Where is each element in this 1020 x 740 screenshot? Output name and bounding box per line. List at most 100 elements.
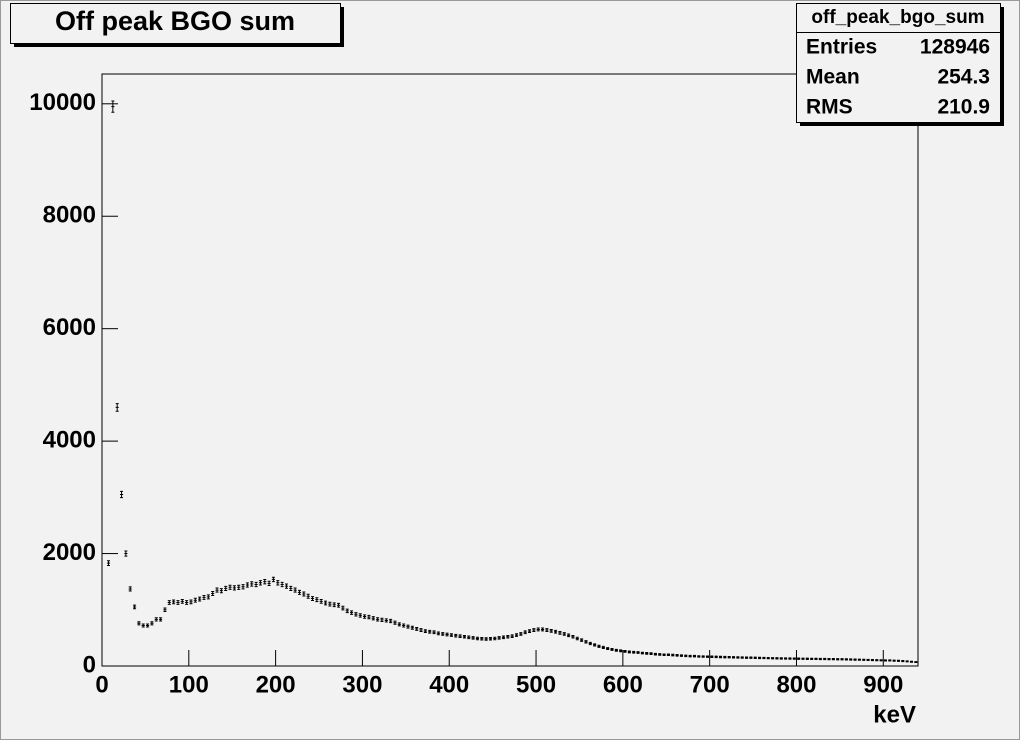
histogram-bin: [211, 590, 215, 596]
histogram-bin: [363, 614, 367, 619]
y-tick-label: 10000: [29, 89, 96, 116]
title-box: [10, 3, 341, 44]
histogram-bin: [692, 654, 697, 658]
stats-label: RMS: [806, 96, 853, 119]
histogram-bin: [293, 587, 297, 593]
histogram-bin: [688, 654, 692, 658]
histogram-bin: [818, 657, 822, 661]
histogram-bin: [250, 581, 254, 587]
histogram-bin: [862, 658, 866, 661]
histogram-bin: [432, 630, 436, 635]
histogram-bin: [636, 651, 640, 654]
histogram-bin: [879, 659, 883, 662]
histogram-bin: [198, 596, 202, 602]
histogram-bin: [228, 584, 232, 590]
histogram-bin: [402, 623, 406, 628]
histogram-bin: [827, 657, 831, 661]
histogram-bin: [150, 621, 154, 626]
histogram-bin: [284, 583, 289, 589]
histogram-bin: [206, 594, 210, 600]
histogram-bin: [124, 550, 128, 557]
histogram-bin: [601, 645, 605, 649]
stats-value: 210.9: [937, 96, 990, 119]
histogram-bin: [410, 625, 414, 630]
histogram-bin: [723, 655, 727, 659]
histogram-bin: [219, 588, 223, 594]
histogram-bin: [428, 629, 432, 634]
histogram-bin: [406, 624, 410, 629]
histogram-bin: [475, 636, 480, 641]
histogram-bin: [684, 654, 688, 658]
stats-label: Entries: [806, 36, 877, 59]
histogram-bin: [280, 581, 284, 588]
histogram-bin: [619, 649, 623, 653]
histogram-bin: [627, 650, 631, 654]
stats-value: 254.3: [937, 66, 990, 89]
x-axis-label: keV: [873, 701, 916, 728]
histogram-bin: [801, 657, 805, 660]
histogram-bin: [836, 658, 840, 661]
histogram-bin: [593, 643, 597, 647]
stats-value: 128946: [920, 36, 990, 59]
histogram-bin: [649, 652, 653, 655]
histogram-bin: [345, 608, 349, 614]
histogram-bin: [180, 598, 184, 604]
x-tick-label: 0: [95, 671, 108, 698]
histogram-bin: [393, 620, 397, 625]
histogram-bin: [263, 578, 267, 585]
histogram-bin: [849, 658, 853, 661]
histogram-bin: [176, 600, 180, 605]
histogram-bin: [488, 636, 493, 641]
x-tick-label: 600: [603, 671, 643, 698]
histogram-bin: [810, 657, 814, 660]
histogram-bin: [610, 647, 614, 651]
y-tick-label: 8000: [43, 202, 96, 229]
histogram-bin: [844, 658, 848, 661]
histogram-bin: [909, 660, 914, 663]
histogram-bin: [736, 656, 740, 659]
histogram-bin: [506, 634, 510, 639]
histogram-bin: [710, 655, 714, 658]
y-tick-label: 0: [83, 651, 96, 678]
histogram-bin: [523, 630, 527, 635]
histogram-bin: [106, 560, 111, 567]
y-tick-label: 6000: [43, 314, 96, 341]
histogram-bin: [254, 581, 258, 588]
histogram-bin: [814, 657, 818, 661]
histogram-bin: [480, 636, 484, 641]
histogram-bin: [328, 601, 332, 607]
histogram-bin: [289, 585, 293, 592]
histogram-bin: [358, 613, 362, 618]
histogram-bin: [653, 652, 657, 656]
histogram-bin: [662, 653, 666, 657]
histogram-bin: [697, 655, 701, 658]
histogram-bin: [914, 661, 918, 664]
histogram-bin: [454, 633, 458, 638]
histogram-bin: [792, 657, 796, 660]
histogram-bin: [840, 658, 844, 661]
histogram-bin: [671, 653, 675, 657]
histogram-bin: [419, 628, 423, 632]
histogram-bin: [376, 617, 380, 622]
histogram-bin: [159, 617, 163, 622]
histogram-bin: [779, 657, 783, 660]
histogram-bin: [718, 655, 723, 659]
histogram-bin: [597, 644, 601, 648]
histogram-bin: [823, 657, 827, 661]
histogram-bin: [545, 628, 549, 632]
y-tick-label: 2000: [43, 539, 96, 566]
histogram-bin: [336, 602, 341, 608]
histogram-bin: [584, 640, 588, 644]
plot-frame: [101, 73, 919, 667]
histogram-bin: [632, 650, 636, 654]
histogram-bin: [666, 653, 670, 657]
histogram-bin: [514, 633, 519, 637]
histogram-bin: [115, 403, 119, 412]
histogram-bin: [727, 656, 731, 659]
histogram-bin: [788, 657, 792, 660]
stats-label: Mean: [806, 66, 860, 89]
x-tick-label: 100: [169, 671, 209, 698]
histogram-bin: [323, 600, 328, 606]
histogram-bin: [588, 641, 592, 646]
histogram-bin: [310, 596, 315, 601]
